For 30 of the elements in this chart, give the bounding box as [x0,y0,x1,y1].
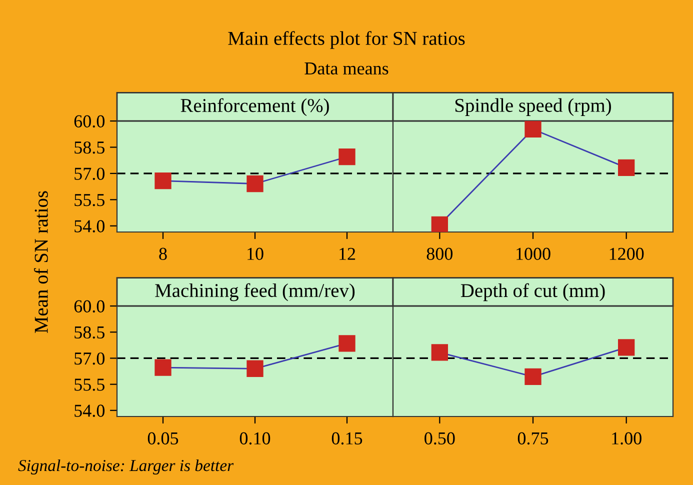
y-tick-label: 57.0 [74,168,105,180]
x-tick-label: 10 [248,248,264,260]
x-tick-label: 0.05 [148,432,178,445]
y-tick-label: 60.0 [74,115,105,128]
x-tick-label: 0.50 [424,432,455,445]
y-tick-label: 60.0 [74,300,105,313]
y-tick-label: 54.0 [74,220,105,232]
x-tick-label: 1200 [610,248,644,260]
y-tick-label: 55.5 [74,194,104,206]
x-tick-label: 0.75 [518,432,548,445]
x-axis-title: Depth of cut (mm) [460,283,605,302]
x-tick-label: 1.00 [612,432,642,445]
x-tick-label: 1000 [516,248,550,260]
x-axis-title: Spindle speed (rpm) [455,98,611,116]
y-tick-label: 54.0 [74,404,105,417]
text: Signal-to-noise: Larger is better [18,459,234,475]
chart-title: Main effects plot for SN ratios [228,31,465,49]
x-tick-label: 12 [340,248,356,260]
x-axis-title: Reinforcement (%) [180,98,329,116]
x-axis-title: Machining feed (mm/rev) [155,283,355,302]
chart-subtitle: Data means [304,62,388,75]
x-tick-label: 800 [426,248,453,260]
y-tick-label: 57.0 [74,352,105,365]
y-tick-label: 55.5 [74,378,104,391]
x-tick-label: 0.15 [332,432,362,445]
y-tick-label: 58.5 [74,326,104,339]
y-axis-title: Mean of SN ratios [34,191,48,333]
y-tick-label: 58.5 [74,141,104,154]
x-tick-label: 8 [159,248,167,260]
x-tick-label: 0.10 [240,432,270,445]
